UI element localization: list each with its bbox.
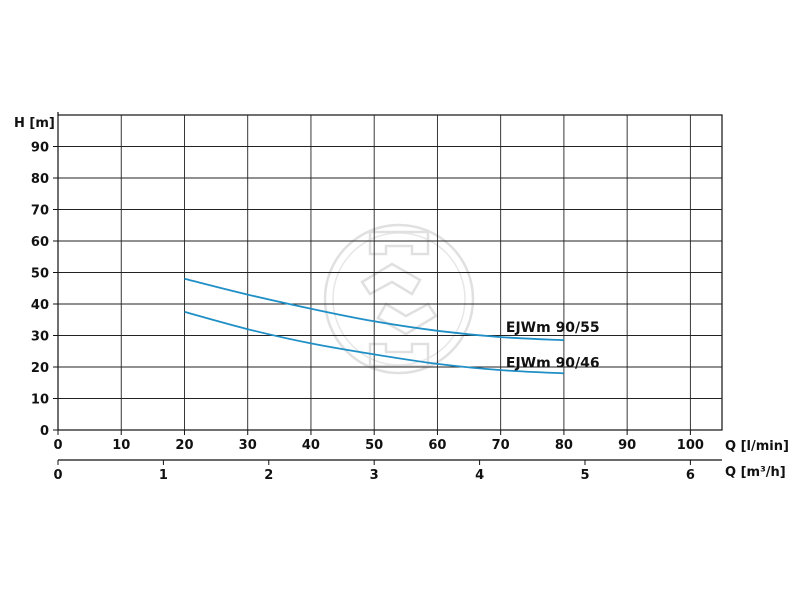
x-tick-label: 90 (618, 438, 636, 453)
x-tick-label: 70 (492, 438, 510, 453)
y-axis-label: H [m] (14, 116, 55, 131)
x2-axis-label: Q [m³/h] (725, 465, 786, 480)
x2-tick-label: 1 (159, 468, 168, 483)
x2-tick-label: 6 (686, 468, 695, 483)
y-tick-label: 70 (31, 204, 49, 219)
y-tick-label: 60 (31, 235, 49, 250)
x-axis-label: Q [l/min] (725, 439, 789, 454)
series-line (184, 277, 564, 342)
y-tick-label: 40 (31, 298, 49, 313)
curves (184, 277, 564, 375)
x-tick-label: 50 (365, 438, 383, 453)
y-tick-label: 20 (31, 361, 49, 376)
x-tick-label: 100 (677, 438, 704, 453)
y-tick-label: 10 (31, 393, 49, 408)
series-label: EJWm 90/46 (506, 355, 600, 371)
y-tick-label: 30 (31, 330, 49, 345)
series-label: EJWm 90/55 (506, 320, 600, 336)
x-tick-label: 40 (302, 438, 320, 453)
x-tick-label: 20 (175, 438, 193, 453)
grid (57, 112, 723, 431)
y-tick-label: 90 (31, 141, 49, 156)
series-line (184, 311, 564, 375)
ticks: 0 10 20 30 40 50 60 70 80 90 100010203040506070809… (31, 141, 722, 483)
y-tick-label: 0 (40, 424, 49, 439)
x-tick-label: 80 (555, 438, 573, 453)
x2-tick-label: 3 (370, 468, 379, 483)
labels: H [m] Q [l/min] Q [m³/h] EJWm 90/55 EJWm 90/… (14, 116, 789, 480)
x-tick-label: 10 (112, 438, 130, 453)
x2-tick-label: 5 (580, 468, 589, 483)
y-tick-label: 50 (31, 267, 49, 282)
x-tick-label: 0 (53, 438, 62, 453)
y-tick-label: 80 (31, 172, 49, 187)
x-tick-label: 30 (239, 438, 257, 453)
x2-tick-label: 2 (264, 468, 273, 483)
x-tick-label: 60 (428, 438, 446, 453)
x2-tick-label: 0 (53, 468, 62, 483)
x2-tick-label: 4 (475, 468, 484, 483)
